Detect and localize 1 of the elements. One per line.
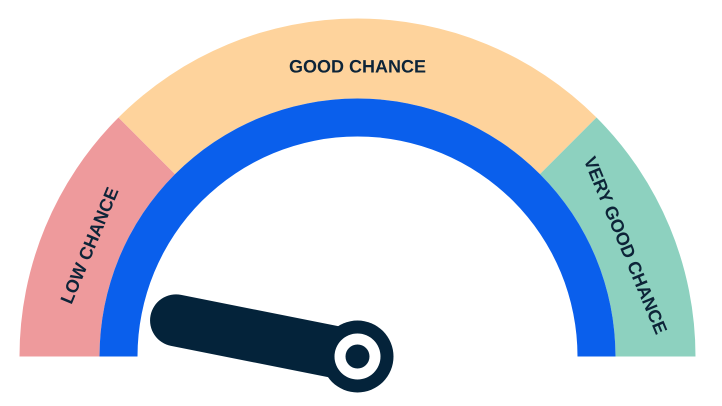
slice-label: GOOD CHANCE [289, 56, 426, 76]
